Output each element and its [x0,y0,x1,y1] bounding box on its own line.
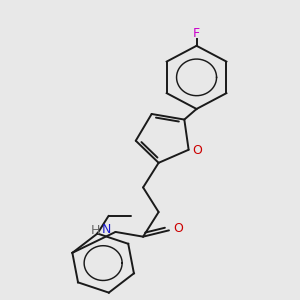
Text: O: O [192,144,202,157]
Text: F: F [193,27,200,40]
Text: N: N [102,223,112,236]
Text: O: O [174,222,184,235]
Text: H: H [91,224,100,237]
